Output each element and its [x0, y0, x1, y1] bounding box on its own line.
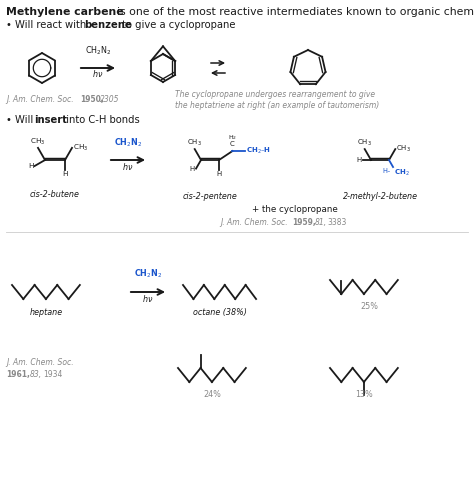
Text: 2305: 2305	[100, 95, 119, 104]
Text: H: H	[62, 171, 68, 177]
Text: 13%: 13%	[355, 390, 373, 399]
Text: J. Am. Chem. Soc.: J. Am. Chem. Soc.	[6, 95, 73, 104]
Text: 2-methyl-2-butene: 2-methyl-2-butene	[343, 192, 418, 201]
Text: $h\nu$: $h\nu$	[142, 293, 154, 304]
Text: Methylene carbene: Methylene carbene	[6, 7, 124, 17]
Text: • Will react with: • Will react with	[6, 20, 90, 30]
Text: $h\nu$: $h\nu$	[122, 161, 134, 172]
Text: $h\nu$: $h\nu$	[92, 68, 104, 79]
Text: benzene: benzene	[84, 20, 132, 30]
Text: CH$_3$: CH$_3$	[187, 138, 202, 148]
Text: • Will: • Will	[6, 115, 36, 125]
Text: CH$_3$: CH$_3$	[396, 144, 411, 154]
Text: CH$_2$N$_2$: CH$_2$N$_2$	[134, 267, 162, 280]
Text: 1934: 1934	[43, 370, 63, 379]
Text: H: H	[28, 163, 34, 169]
Text: to give a cyclopropane: to give a cyclopropane	[119, 20, 236, 30]
Text: H$_2$: H$_2$	[228, 133, 237, 142]
Text: 81,: 81,	[315, 218, 327, 227]
Text: 24%: 24%	[203, 390, 221, 399]
Text: CH$_2$N$_2$: CH$_2$N$_2$	[114, 137, 142, 149]
Text: 3383: 3383	[327, 218, 346, 227]
Text: H: H	[356, 157, 362, 163]
Text: cis-2-butene: cis-2-butene	[30, 190, 80, 199]
Text: into C-H bonds: into C-H bonds	[63, 115, 140, 125]
Text: cis-2-pentene: cis-2-pentene	[182, 192, 237, 201]
Text: + the cyclopropane: + the cyclopropane	[252, 205, 338, 214]
Text: the heptatriene at right (an example of tautomerism): the heptatriene at right (an example of …	[175, 101, 379, 110]
Text: insert: insert	[34, 115, 67, 125]
Text: 1950,: 1950,	[80, 95, 104, 104]
Text: 25%: 25%	[360, 302, 378, 311]
Text: CH$_3$: CH$_3$	[73, 143, 88, 153]
Text: H–: H–	[383, 168, 391, 174]
Text: J. Am. Chem. Soc.: J. Am. Chem. Soc.	[220, 218, 288, 227]
Text: octane (38%): octane (38%)	[192, 308, 246, 317]
Text: CH$_3$: CH$_3$	[30, 137, 46, 147]
Text: CH$_3$: CH$_3$	[357, 138, 372, 148]
Text: heptane: heptane	[29, 308, 63, 317]
Text: 1961,: 1961,	[6, 370, 30, 379]
Text: The cyclopropane undergoes rearrangement to give: The cyclopropane undergoes rearrangement…	[175, 90, 375, 99]
Text: CH$_2$N$_2$: CH$_2$N$_2$	[85, 44, 111, 57]
Text: H: H	[216, 171, 222, 177]
Text: H: H	[190, 166, 195, 172]
Text: CH$_2$: CH$_2$	[394, 168, 410, 178]
Text: J. Am. Chem. Soc.: J. Am. Chem. Soc.	[6, 358, 73, 367]
Text: 1959,: 1959,	[292, 218, 316, 227]
Text: is one of the most reactive intermediates known to organic chemistry.: is one of the most reactive intermediate…	[117, 7, 474, 17]
Text: C: C	[230, 141, 235, 147]
Text: 83,: 83,	[30, 370, 42, 379]
Text: CH$_2$–H: CH$_2$–H	[246, 146, 271, 156]
